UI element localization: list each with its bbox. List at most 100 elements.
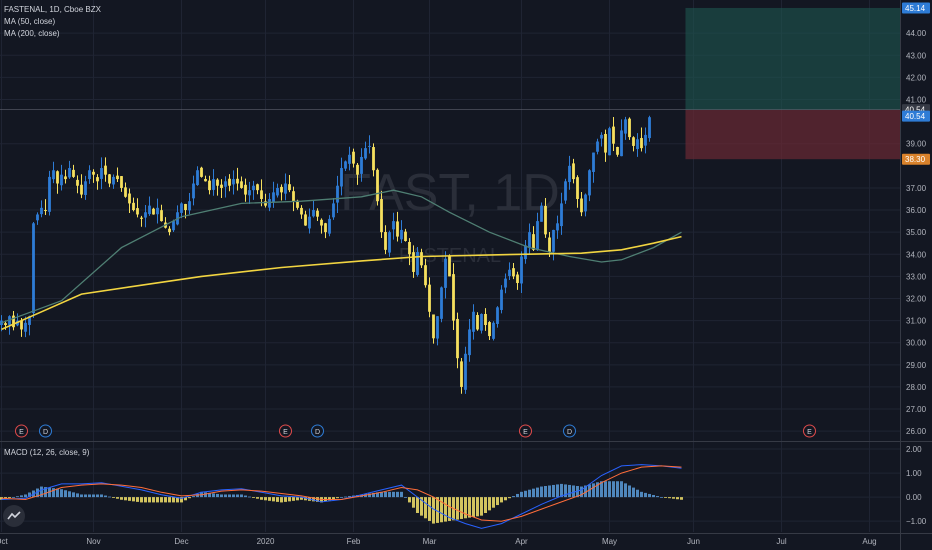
macd-bar	[632, 487, 635, 498]
macd-bar	[232, 494, 235, 498]
macd-bar	[440, 497, 443, 523]
candle-body	[160, 210, 163, 222]
candle-body	[220, 184, 223, 188]
macd-bar	[24, 494, 27, 498]
macd-bar	[64, 490, 67, 498]
macd-bar	[412, 497, 415, 508]
macd-bar	[144, 497, 147, 503]
time-tick-label: Mar	[423, 537, 437, 546]
macd-bar	[244, 495, 247, 498]
candle-body	[396, 221, 399, 237]
macd-histogram	[0, 481, 683, 524]
time-tick-label: May	[602, 537, 617, 546]
candle-body	[76, 179, 79, 186]
macd-bar	[600, 481, 603, 498]
candle-body	[124, 187, 127, 197]
macd-bar	[640, 491, 643, 498]
candle-body	[36, 214, 39, 221]
macd-bar	[112, 497, 115, 498]
candle-body	[276, 187, 279, 196]
candle-body	[68, 168, 71, 178]
candle-body	[52, 170, 55, 180]
candle-body	[416, 252, 419, 275]
time-tick-label: Jun	[687, 537, 700, 546]
candle-body	[376, 169, 379, 202]
macd-bar	[296, 497, 299, 501]
macd-bar	[20, 495, 23, 498]
price-tag-bg	[902, 110, 930, 122]
candle-body	[496, 307, 499, 324]
candle-body	[24, 322, 27, 332]
candle-body	[84, 181, 87, 195]
candle-body	[284, 183, 287, 194]
price-tick-label: 26.00	[906, 427, 927, 436]
candle-body	[144, 212, 147, 218]
candle-body	[648, 117, 651, 139]
macd-bar	[524, 490, 527, 498]
candle-body	[88, 170, 91, 180]
candle-body	[632, 137, 635, 146]
macd-bar	[396, 491, 399, 498]
candle-body	[640, 138, 643, 149]
candle-body	[116, 175, 119, 180]
signal-line	[1, 465, 682, 522]
candle-body	[112, 176, 115, 185]
candle-body	[644, 134, 647, 146]
macd-bar	[16, 496, 19, 498]
macd-bar	[504, 497, 507, 501]
candle-body	[428, 284, 431, 312]
macd-bar	[540, 486, 543, 498]
candle-body	[568, 165, 571, 183]
candle-body	[420, 252, 423, 266]
candle-body	[272, 192, 275, 203]
candle-body	[32, 223, 35, 314]
candle-body	[348, 154, 351, 164]
macd-bar	[292, 497, 295, 501]
earnings-marker: E	[519, 424, 532, 438]
candle-body	[392, 221, 395, 230]
macd-bar	[96, 494, 99, 498]
macd-bar	[428, 497, 431, 521]
candle-body	[300, 207, 303, 215]
candle-body	[560, 203, 563, 227]
candle-body	[324, 223, 327, 233]
macd-tick-label: −1.00	[906, 517, 927, 526]
marker-circle	[279, 424, 292, 438]
marker-circle	[563, 424, 576, 438]
candle-body	[504, 278, 507, 288]
macd-bar	[680, 497, 683, 500]
macd-bar	[660, 497, 663, 498]
macd-bar	[472, 497, 475, 517]
candle-body	[64, 176, 67, 180]
macd-bar	[620, 481, 623, 498]
macd-bar	[668, 497, 671, 499]
price-tick-label: 28.00	[906, 383, 927, 392]
candle-body	[624, 119, 627, 134]
candle-body	[340, 168, 343, 187]
macd-bar	[344, 496, 347, 498]
macd-bar	[468, 497, 471, 518]
candle-body	[584, 194, 587, 212]
candle-body	[536, 221, 539, 251]
macd-bar	[44, 487, 47, 498]
macd-bar	[176, 497, 179, 503]
macd-bar	[340, 497, 343, 498]
price-tag: 40.54	[902, 110, 930, 122]
tradingview-logo-icon[interactable]	[3, 505, 25, 527]
candle-body	[156, 207, 159, 215]
candle-body	[140, 217, 143, 219]
macd-bar	[444, 497, 447, 522]
price-tick-label: 43.00	[906, 51, 927, 60]
candle-body	[56, 171, 59, 184]
price-tick-label: 42.00	[906, 73, 927, 82]
macd-bar	[104, 495, 107, 498]
candle-body	[492, 322, 495, 339]
candle-body	[60, 174, 63, 186]
candle-body	[564, 181, 567, 201]
candle-body	[20, 320, 23, 330]
candle-body	[440, 287, 443, 319]
candle-body	[576, 177, 579, 199]
candle-body	[72, 169, 75, 177]
macd-bar	[288, 497, 291, 502]
